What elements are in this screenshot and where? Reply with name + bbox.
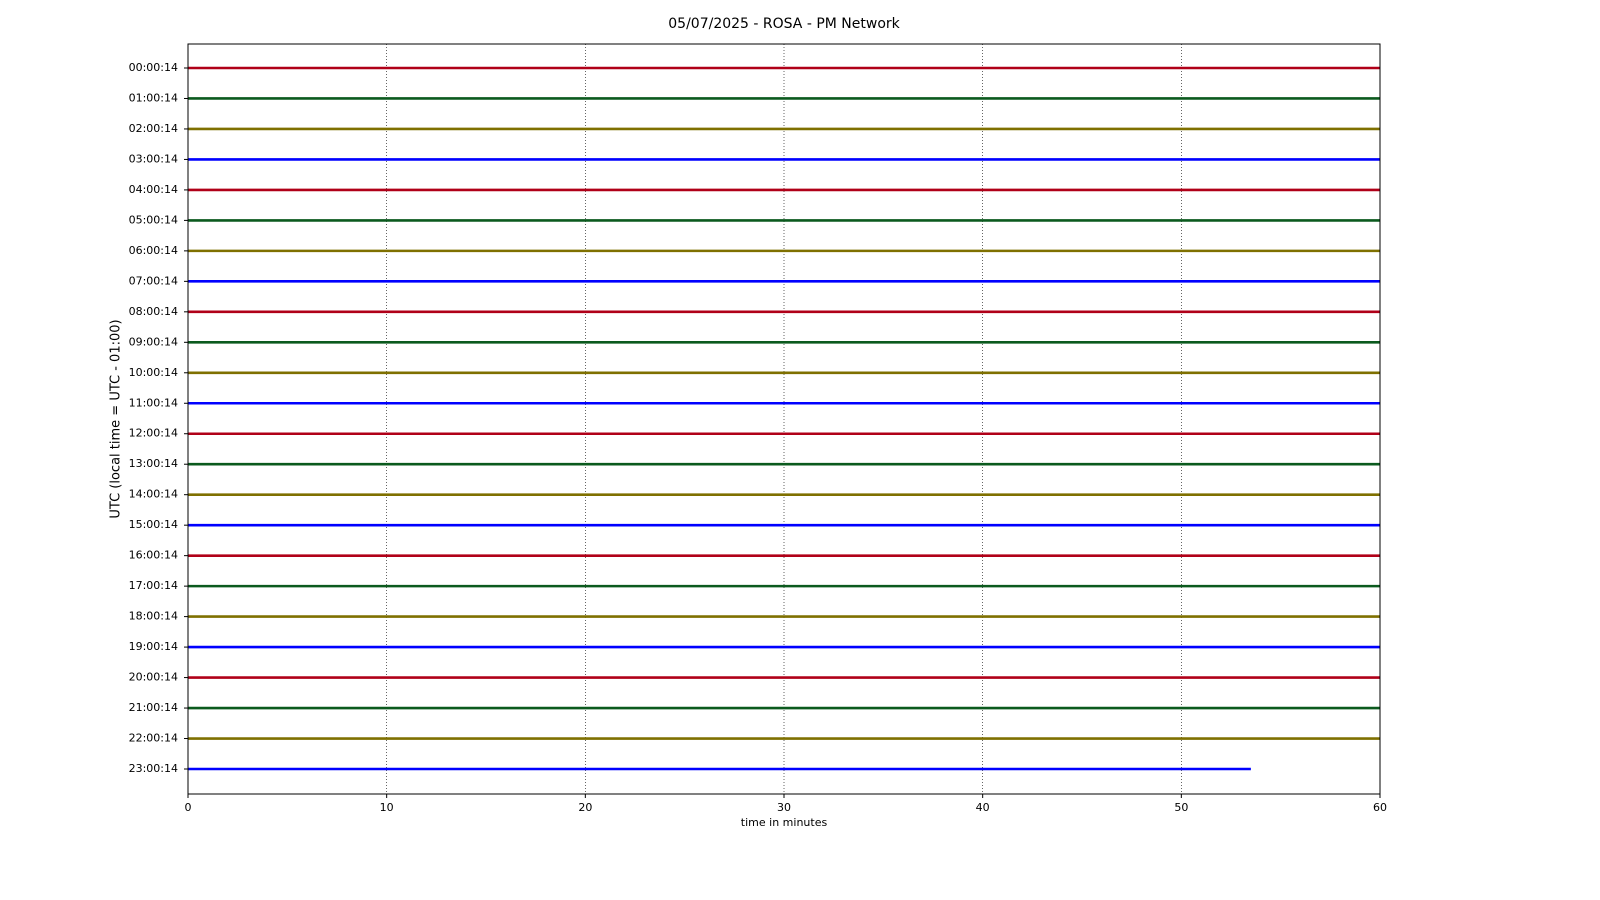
- y-tick-label: 07:00:14: [129, 274, 178, 287]
- y-tick-label: 00:00:14: [129, 61, 178, 74]
- y-tick-label: 17:00:14: [129, 579, 178, 592]
- x-tick-label: 40: [976, 801, 990, 814]
- y-tick-label: 05:00:14: [129, 213, 178, 226]
- y-tick-label: 21:00:14: [129, 701, 178, 714]
- plot-frame: [187, 43, 1381, 795]
- y-tick-label: 13:00:14: [129, 457, 178, 470]
- x-tick-label: 60: [1373, 801, 1387, 814]
- x-axis-label: time in minutes: [741, 816, 828, 829]
- x-tick-label: 20: [578, 801, 592, 814]
- y-tick-label: 19:00:14: [129, 640, 178, 653]
- y-axis-label: UTC (local time = UTC - 01:00): [109, 319, 124, 518]
- chart-title: 05/07/2025 - ROSA - PM Network: [668, 16, 900, 32]
- y-tick-label: 01:00:14: [129, 91, 178, 104]
- y-tick-label: 18:00:14: [129, 610, 178, 623]
- y-tick-label: 12:00:14: [129, 427, 178, 440]
- x-tick-label: 0: [185, 801, 192, 814]
- y-tick-label: 06:00:14: [129, 244, 178, 257]
- y-tick-label: 11:00:14: [129, 396, 178, 409]
- y-tick-label: 22:00:14: [129, 732, 178, 745]
- y-tick-label: 15:00:14: [129, 518, 178, 531]
- y-tick-label: 02:00:14: [129, 122, 178, 135]
- x-tick-label: 10: [380, 801, 394, 814]
- y-tick-label: 20:00:14: [129, 671, 178, 684]
- y-tick-label: 09:00:14: [129, 335, 178, 348]
- y-tick-label: 04:00:14: [129, 183, 178, 196]
- y-tick-label: 03:00:14: [129, 152, 178, 165]
- x-tick-label: 30: [777, 801, 791, 814]
- y-tick-label: 08:00:14: [129, 305, 178, 318]
- y-tick-label: 14:00:14: [129, 488, 178, 501]
- x-tick-label: 50: [1174, 801, 1188, 814]
- y-tick-label: 23:00:14: [129, 762, 178, 775]
- y-tick-label: 16:00:14: [129, 549, 178, 562]
- y-tick-label: 10:00:14: [129, 366, 178, 379]
